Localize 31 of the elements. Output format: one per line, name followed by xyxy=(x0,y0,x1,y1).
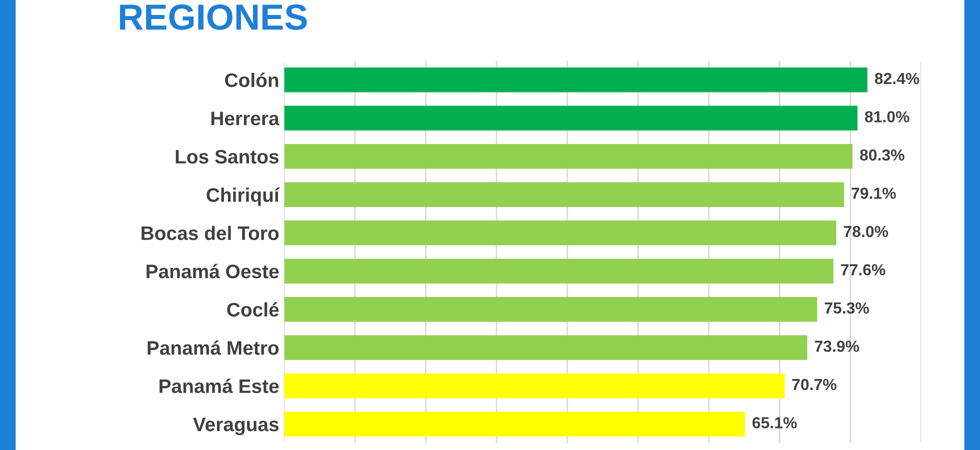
data-label: 81.0% xyxy=(864,111,910,122)
y-tick-label: Chiriquí xyxy=(206,187,280,206)
bar xyxy=(284,67,868,92)
y-tick-label: Panamá Metro xyxy=(148,340,279,355)
data-label: 80.3% xyxy=(860,149,904,161)
y-tick-label: Colón xyxy=(225,72,278,88)
bar xyxy=(284,373,785,398)
data-label: 65.1% xyxy=(752,417,797,428)
y-tick-label: Los Santos xyxy=(176,150,279,164)
bar xyxy=(284,335,808,360)
y-tick-label: Veraguas xyxy=(193,418,279,436)
data-label: 75.3% xyxy=(824,302,869,314)
y-tick-label: Panamá Oeste xyxy=(146,264,279,278)
y-tick-label: Panamá Este xyxy=(160,378,279,394)
data-label: 77.6% xyxy=(841,264,886,276)
bar xyxy=(284,296,818,322)
bar xyxy=(284,182,844,208)
bar xyxy=(284,412,745,437)
data-label: 79.1% xyxy=(852,188,896,199)
data-label: 78.0% xyxy=(844,226,888,238)
bar xyxy=(284,220,836,246)
data-label: 70.7% xyxy=(792,378,836,390)
bar xyxy=(284,144,853,169)
y-tick-label: Herrera xyxy=(211,112,280,126)
bar xyxy=(284,106,858,131)
data-label: 82.4% xyxy=(874,72,920,84)
y-tick-label: Bocas del Toro xyxy=(142,226,279,240)
y-tick-label: Coclé xyxy=(227,302,279,317)
bar xyxy=(284,258,834,284)
data-label: 73.9% xyxy=(814,340,860,352)
chart-title: REGIONES xyxy=(120,4,307,30)
